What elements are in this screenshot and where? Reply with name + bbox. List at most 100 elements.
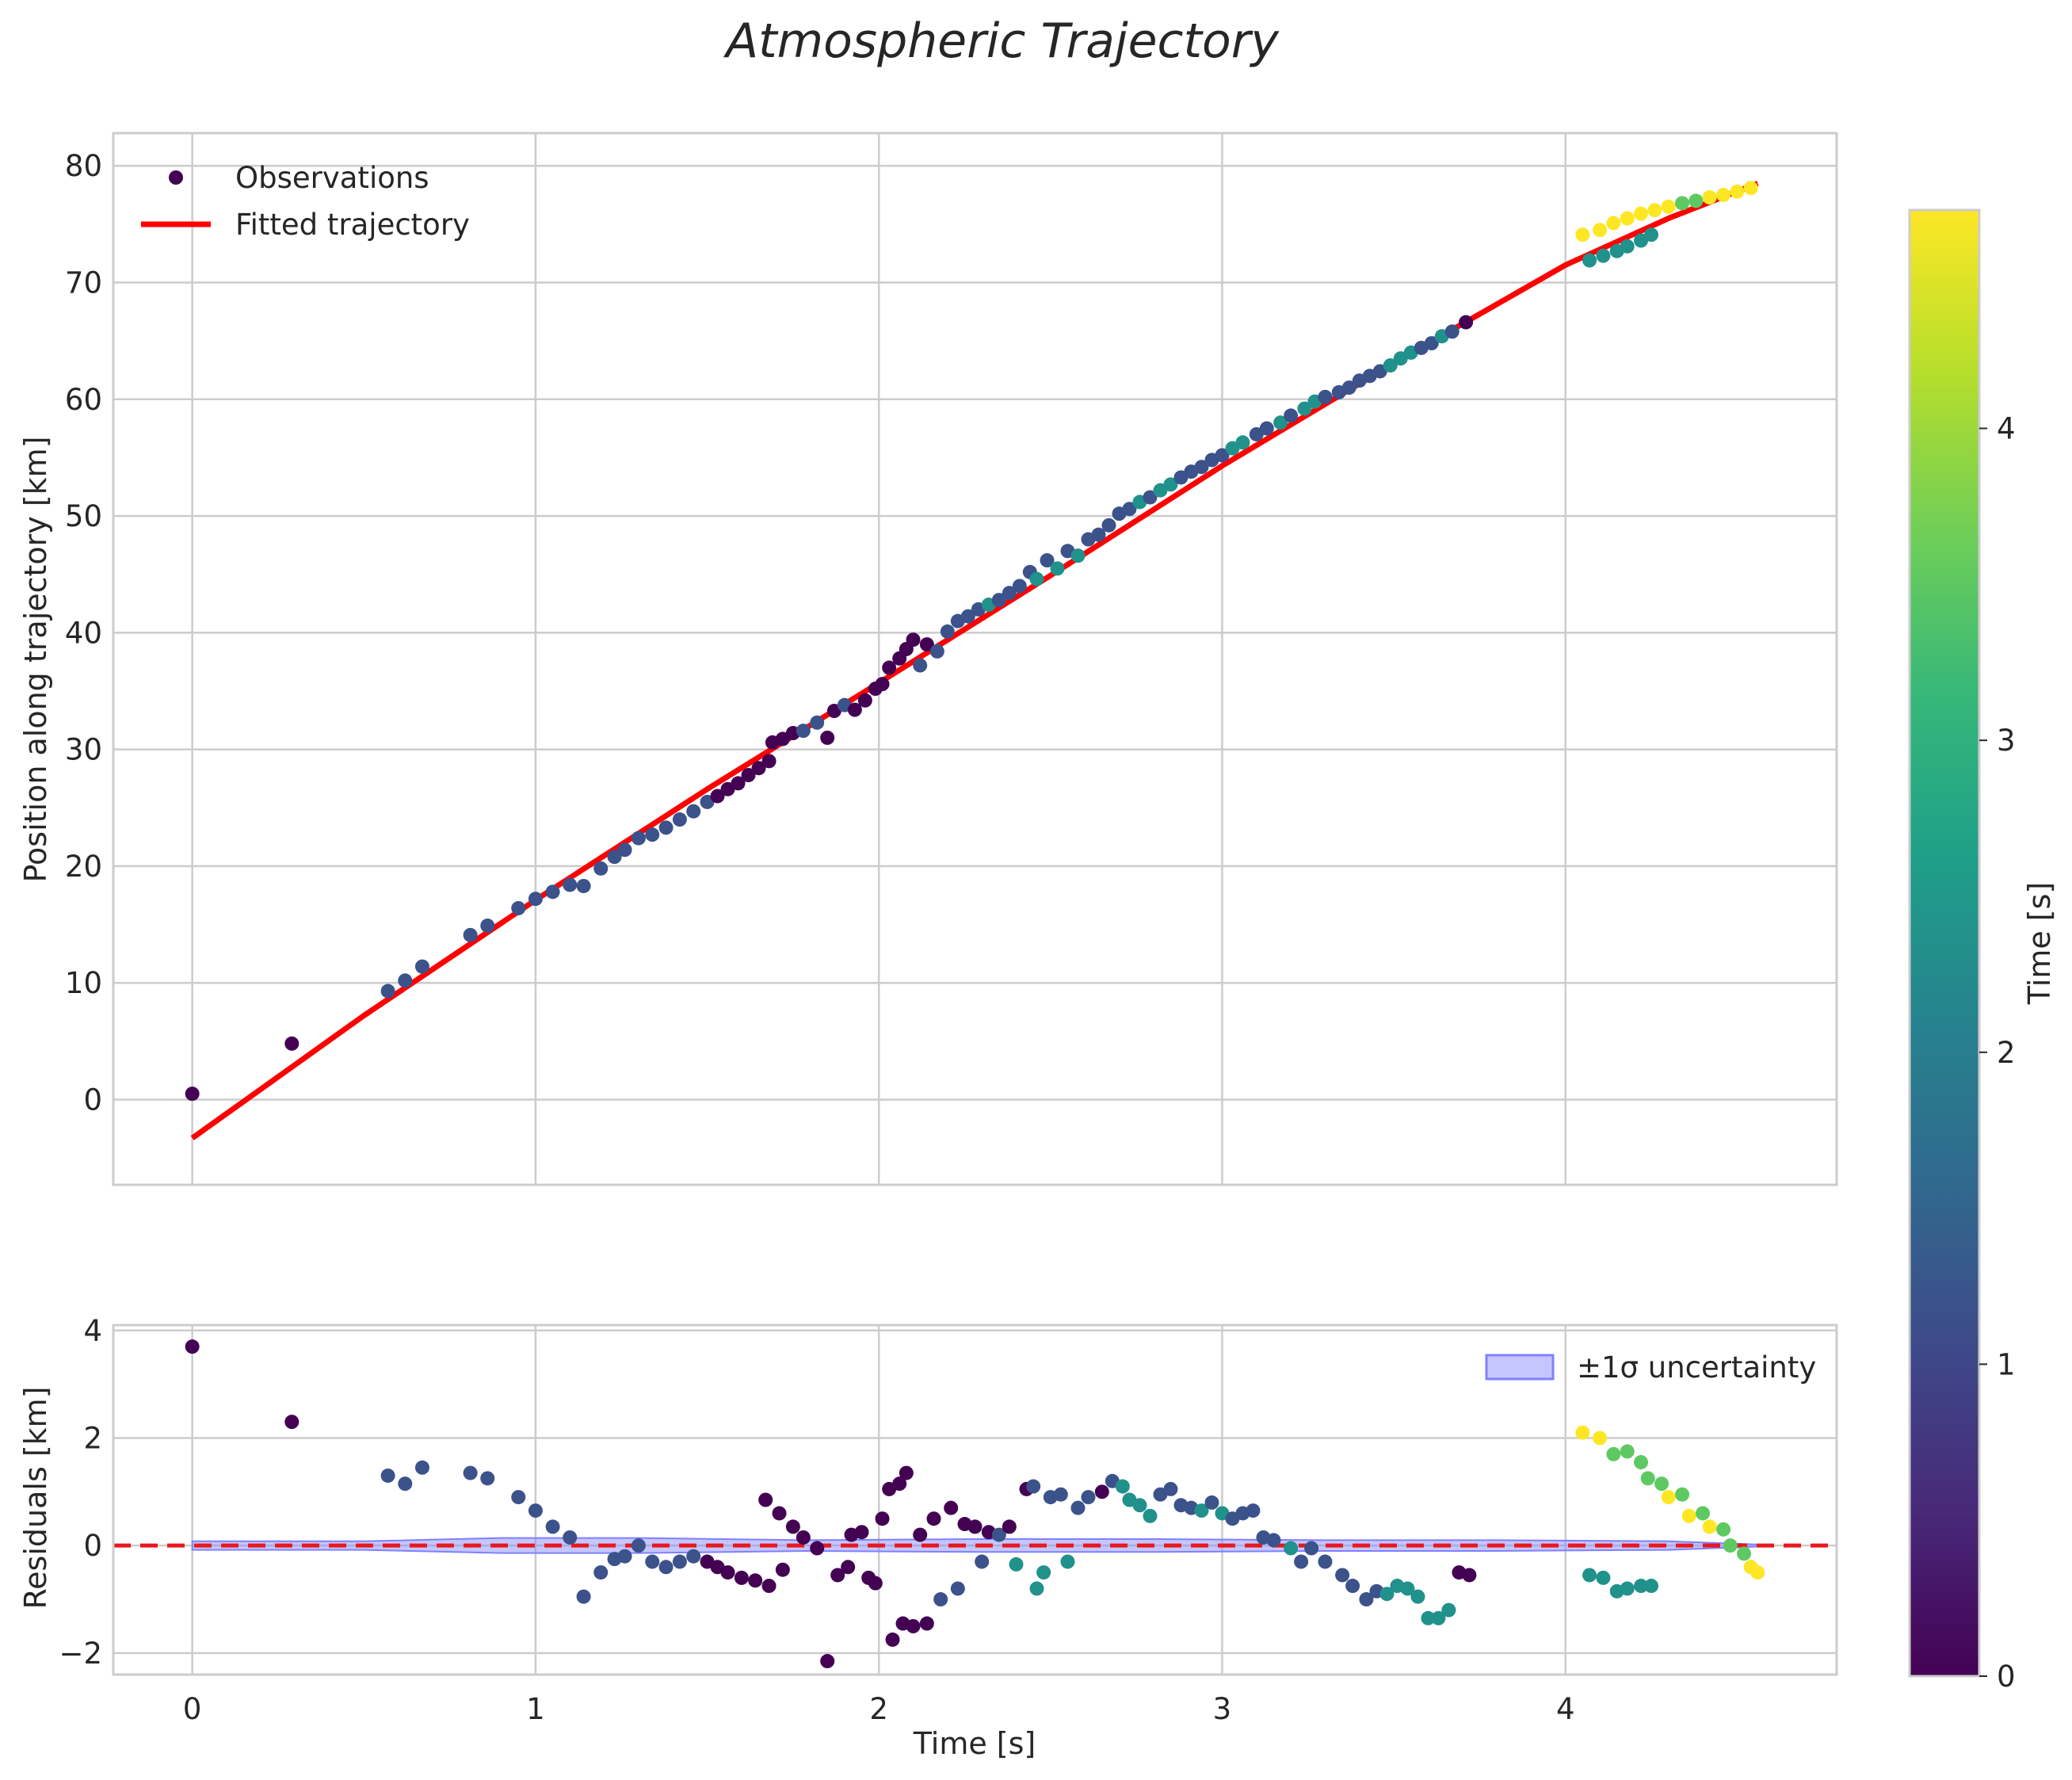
residual-point (617, 1549, 632, 1564)
residual-point (1431, 1610, 1446, 1625)
residual-point (854, 1525, 869, 1540)
residual-point (841, 1560, 856, 1575)
observation-point (991, 593, 1006, 608)
residual-point (1634, 1455, 1649, 1470)
observation-point (593, 861, 609, 876)
observation-point (1070, 548, 1086, 563)
observation-point (1050, 561, 1065, 576)
legend-uncertainty-swatch (1485, 1354, 1555, 1381)
main-plot-frame (112, 132, 1838, 1186)
legend-observations-marker (169, 170, 183, 185)
residual-point (1194, 1503, 1209, 1518)
residual-point (1400, 1581, 1415, 1596)
residual-point (775, 1562, 790, 1577)
residual-point (398, 1476, 413, 1492)
observation-point (545, 884, 560, 900)
main-y-tick-labels: 0 10 20 30 40 50 60 70 80 (65, 149, 102, 1117)
residual-point (1596, 1570, 1611, 1585)
colorbar-tick-label: 1 (1997, 1347, 2016, 1381)
observation-point (645, 827, 660, 842)
observation-point (1215, 448, 1230, 463)
residual-point (820, 1654, 835, 1669)
observation-point (414, 959, 429, 974)
residual-point (545, 1519, 560, 1534)
y-tick-label: 4 (83, 1314, 102, 1348)
observation-point (672, 812, 687, 827)
observation-point (919, 637, 934, 652)
observation-point (1716, 188, 1731, 203)
x-tick-label: 3 (1213, 1692, 1232, 1726)
residual-point (1094, 1484, 1109, 1499)
observation-point (960, 609, 975, 624)
residual-point (1246, 1503, 1261, 1518)
residual-point (758, 1492, 773, 1507)
observation-point (1163, 477, 1178, 492)
x-tick-label: 0 (183, 1692, 202, 1726)
observation-point (1675, 196, 1690, 211)
residual-point (1143, 1508, 1158, 1523)
residual-point (913, 1527, 928, 1542)
residual-point (1441, 1602, 1456, 1618)
observation-point (528, 892, 543, 907)
main-panel: 0 10 20 30 40 50 60 70 80 Position along traject… (18, 132, 1838, 1186)
residual-point (1634, 1579, 1649, 1594)
residual-point (892, 1476, 907, 1492)
residual-point (868, 1576, 883, 1591)
residual-point (1318, 1554, 1333, 1569)
observation-point (1284, 408, 1299, 423)
residual-point (734, 1570, 749, 1585)
observation-point (1661, 199, 1676, 214)
residual-point (185, 1339, 200, 1354)
residual-point (1702, 1519, 1717, 1534)
y-tick-label: −2 (59, 1637, 102, 1671)
residual-point (1644, 1579, 1659, 1594)
observation-point (882, 660, 897, 675)
observation-point (1194, 460, 1209, 475)
residual-point (1410, 1589, 1425, 1604)
observation-point (398, 973, 413, 988)
observation-point (1582, 253, 1597, 268)
residual-point (772, 1506, 787, 1521)
main-y-axis-label: Position along trajectory [km] (18, 436, 53, 882)
legend-uncertainty-label: ±1σ uncertainty (1577, 1350, 1816, 1385)
observation-point (751, 761, 766, 776)
residual-y-tick-labels: −2 0 2 4 (59, 1314, 102, 1671)
observation-point (1424, 336, 1439, 351)
observation-point (607, 850, 622, 865)
observation-point (940, 624, 955, 639)
colorbar-tick-label: 2 (1997, 1036, 2016, 1070)
observation-point (929, 644, 944, 659)
residual-point (1462, 1568, 1477, 1583)
residual-point (1204, 1495, 1219, 1510)
residual-point (1335, 1568, 1350, 1583)
observation-point (1620, 239, 1635, 254)
observation-point (1091, 527, 1106, 542)
observation-point (761, 754, 777, 769)
y-tick-label: 0 (83, 1529, 102, 1563)
residual-point (810, 1541, 825, 1556)
residual-point (631, 1538, 646, 1553)
observation-point (1644, 227, 1659, 243)
y-tick-label: 0 (83, 1083, 102, 1117)
observation-point (1620, 211, 1635, 226)
residual-gridlines (113, 1325, 1837, 1675)
residual-point (1582, 1568, 1597, 1583)
residual-point (576, 1589, 591, 1604)
residual-point (1163, 1481, 1178, 1496)
residual-panel: −2 0 2 4 0 1 2 3 4 Residuals [km] Time [s] ±1σ … (18, 1314, 1838, 1761)
y-tick-label: 60 (65, 383, 102, 417)
residual-point (1060, 1554, 1075, 1569)
colorbar: 0 1 2 3 4 Time [s] (1908, 208, 2057, 1694)
observation-point (1122, 502, 1137, 517)
observation-point (576, 878, 591, 893)
residual-point (1723, 1538, 1738, 1553)
residual-point (1345, 1579, 1360, 1594)
residual-point (1115, 1479, 1130, 1494)
observation-point (1647, 203, 1662, 218)
observation-point (380, 984, 395, 999)
residual-point (1036, 1565, 1051, 1580)
residual-point (1070, 1500, 1086, 1515)
residual-point (1640, 1471, 1655, 1486)
observation-point (1235, 435, 1250, 450)
y-tick-label: 80 (65, 149, 102, 183)
